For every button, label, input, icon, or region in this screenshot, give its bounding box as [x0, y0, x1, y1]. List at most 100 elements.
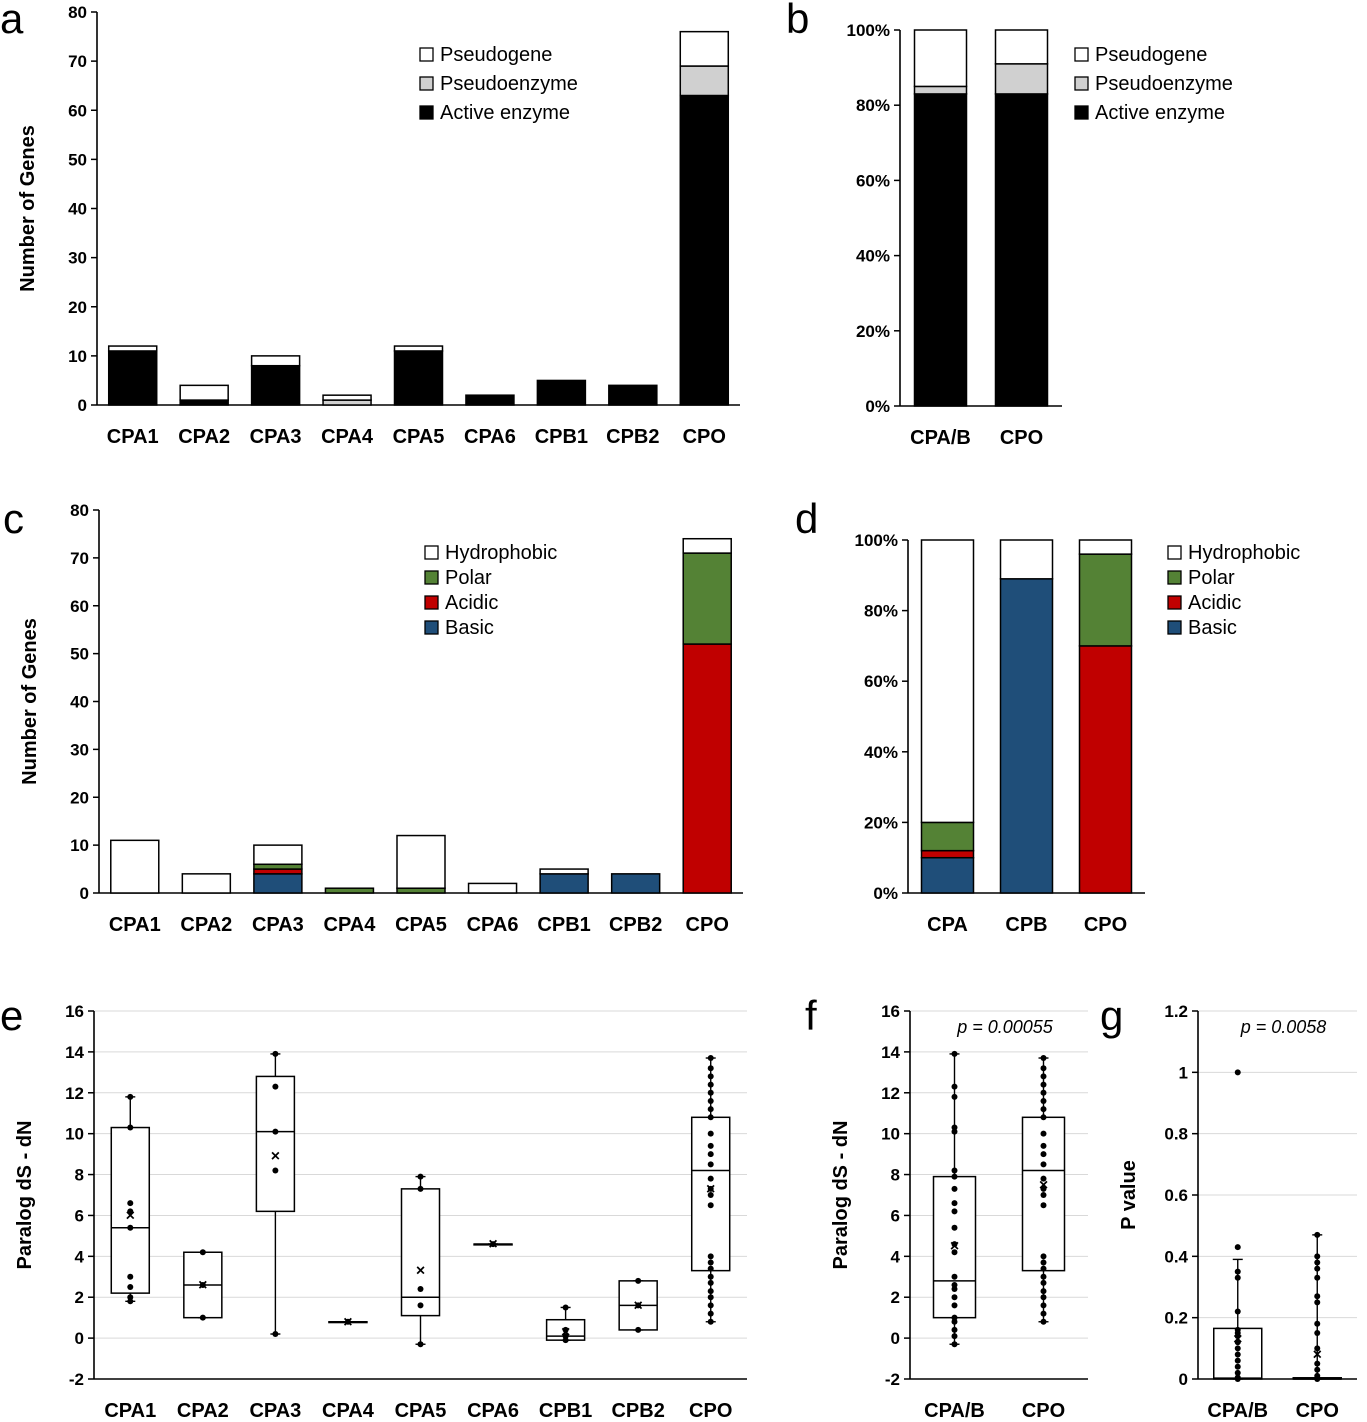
category-label: CPA5 — [395, 1400, 447, 1422]
y-tick-label: 0 — [891, 1329, 900, 1348]
bar-segment-hydrophobic — [1078, 539, 1133, 555]
data-point — [951, 1273, 958, 1280]
y-tick-label: 1.2 — [1164, 1002, 1188, 1021]
category-label: CPO — [1022, 1400, 1065, 1422]
data-point — [1040, 1294, 1047, 1301]
mean-marker: × — [561, 1324, 570, 1341]
bar-segment-pseudogene — [250, 355, 301, 367]
data-point — [1040, 1318, 1047, 1325]
y-tick-label: 2 — [891, 1288, 900, 1307]
legend-label: Polar — [1188, 567, 1235, 589]
data-point — [199, 1249, 206, 1256]
data-point — [127, 1284, 134, 1290]
bar-segment-basic — [253, 873, 303, 894]
data-point — [1234, 1369, 1241, 1376]
legend-swatch — [424, 545, 439, 560]
category-label: CPB2 — [606, 426, 659, 448]
data-point — [272, 1050, 279, 1057]
data-point — [707, 1288, 714, 1295]
panel-d: d 0% 20% 40% 60% 80% 100% CPA CPB CPO Hydrophobic P… — [795, 495, 1300, 936]
category-label: CPA6 — [467, 1400, 519, 1422]
y-tick-label: 0 — [75, 1329, 84, 1348]
y-tick-label: 16 — [65, 1002, 84, 1021]
data-point — [1314, 1366, 1321, 1373]
y-tick-label: 40% — [856, 247, 890, 266]
category-label: CPO — [1296, 1400, 1339, 1422]
data-point — [951, 1241, 958, 1248]
y-tick-label: 30 — [70, 740, 89, 759]
category-label: CPA2 — [180, 914, 232, 936]
category-label: CPB1 — [539, 1400, 592, 1422]
y-axis-label: Number of Genes — [17, 125, 39, 292]
bar-segment-pseudoenzyme — [994, 63, 1049, 95]
bar-segment-pseudoenzyme — [679, 65, 730, 97]
y-axis-label: Paralog dS - dN — [830, 1121, 852, 1270]
data-point — [1234, 1363, 1241, 1370]
p-value-annotation: p = 0.00055 — [956, 1017, 1054, 1037]
data-point — [272, 1128, 279, 1135]
data-point — [1314, 1274, 1321, 1281]
data-point — [635, 1277, 642, 1284]
legend-swatch — [424, 595, 439, 610]
data-point — [951, 1341, 958, 1348]
data-point — [127, 1273, 134, 1280]
y-tick-label: 10 — [881, 1125, 900, 1144]
data-point — [707, 1310, 714, 1317]
data-point — [417, 1173, 424, 1180]
y-tick-label: 6 — [891, 1206, 900, 1225]
data-point — [951, 1200, 958, 1207]
y-tick-label: 1 — [1179, 1063, 1188, 1082]
data-point — [707, 1161, 714, 1168]
data-point — [951, 1249, 958, 1256]
data-point — [951, 1083, 958, 1090]
category-label: CPA1 — [104, 1400, 156, 1422]
data-point — [417, 1341, 424, 1348]
y-tick-label: 80% — [856, 96, 890, 115]
category-label: CPA4 — [324, 914, 377, 936]
panel-c: c 0 10 20 30 40 50 60 70 80 Number of Genes CPA1 CPA… — [3, 495, 743, 936]
bar-segment-hydrophobic — [920, 539, 975, 824]
data-point — [1040, 1185, 1047, 1192]
data-point — [951, 1281, 958, 1288]
category-label: CPB1 — [537, 914, 590, 936]
category-label: CPA2 — [177, 1400, 229, 1422]
bar-segment-active-enzyme — [536, 379, 587, 406]
legend-label: Polar — [445, 567, 492, 589]
data-point — [707, 1265, 714, 1272]
data-point — [562, 1304, 569, 1311]
y-tick-label: 14 — [65, 1043, 84, 1062]
legend-swatch — [424, 620, 439, 635]
data-point — [1234, 1308, 1241, 1315]
panel-b: b 0% 20% 40% 60% 80% 100% CPA/B CPO Pseudogene Pse… — [786, 0, 1233, 449]
data-point — [1314, 1360, 1321, 1367]
data-point — [707, 1259, 714, 1266]
data-point — [707, 1192, 714, 1198]
bar-segment-pseudogene — [179, 384, 229, 401]
y-tick-label: 14 — [881, 1043, 900, 1062]
y-tick-label: 60% — [856, 171, 890, 190]
category-label: CPB2 — [611, 1400, 664, 1422]
data-point — [562, 1333, 569, 1340]
panel-letter: e — [0, 992, 23, 1039]
mean-marker: × — [1039, 1177, 1048, 1194]
category-label: CPA5 — [393, 426, 445, 448]
data-point — [1040, 1259, 1047, 1266]
data-point — [490, 1241, 497, 1248]
y-tick-label: 0.6 — [1164, 1186, 1188, 1205]
legend-swatch — [1167, 570, 1182, 585]
y-tick-label: 70 — [68, 52, 87, 71]
data-point — [707, 1202, 714, 1209]
data-point — [127, 1224, 134, 1231]
bar-segment-pseudoenzyme — [913, 85, 968, 95]
data-point — [707, 1175, 714, 1182]
data-point — [707, 1273, 714, 1280]
mean-marker: × — [1313, 1346, 1322, 1363]
legend-label: Pseudoenzyme — [1095, 73, 1233, 95]
data-point — [127, 1124, 134, 1131]
bar-segment-active-enzyme — [913, 93, 968, 407]
data-point — [127, 1200, 134, 1207]
data-point — [707, 1065, 714, 1072]
data-point — [127, 1093, 134, 1100]
mean-marker: × — [488, 1236, 497, 1253]
bar-segment-active-enzyme — [994, 93, 1049, 407]
